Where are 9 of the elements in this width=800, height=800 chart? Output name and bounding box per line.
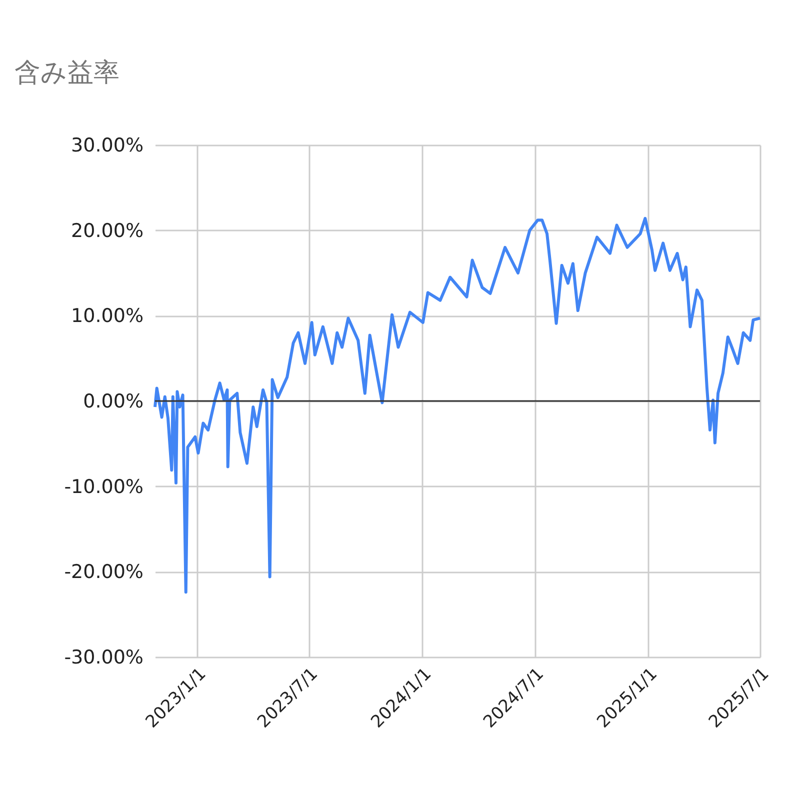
chart-title: 含み益率 bbox=[14, 58, 120, 88]
y-tick-label: -10.00% bbox=[64, 476, 144, 498]
y-tick-label: 10.00% bbox=[71, 305, 144, 328]
y-tick-label: 20.00% bbox=[71, 220, 144, 242]
y-tick-label: -20.00% bbox=[64, 561, 144, 584]
y-tick-label: -30.00% bbox=[64, 646, 144, 668]
y-tick-label: 30.00% bbox=[71, 134, 144, 156]
line-series bbox=[154, 216, 762, 594]
y-tick-label: 0.00% bbox=[83, 390, 144, 412]
